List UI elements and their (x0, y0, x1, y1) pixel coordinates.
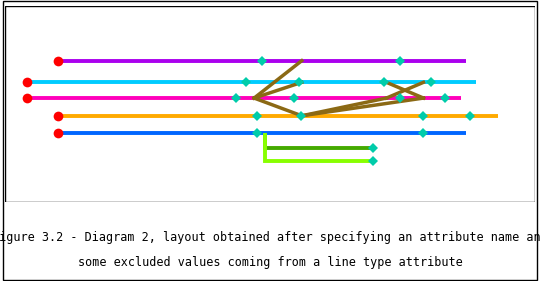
Text: Figure 3.2 - Diagram 2, layout obtained after specifying an attribute name and: Figure 3.2 - Diagram 2, layout obtained … (0, 231, 540, 244)
Text: some excluded values coming from a line type attribute: some excluded values coming from a line … (78, 256, 462, 269)
